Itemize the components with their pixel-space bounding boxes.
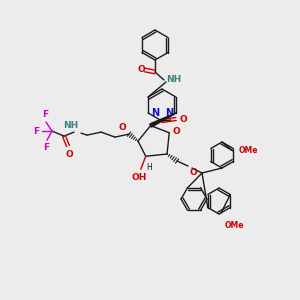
Text: N: N xyxy=(165,108,173,118)
Text: F: F xyxy=(42,110,48,119)
Text: OMe: OMe xyxy=(239,146,259,154)
Text: O: O xyxy=(189,168,197,177)
Text: NH: NH xyxy=(166,74,181,83)
Text: H: H xyxy=(147,163,152,172)
Text: O: O xyxy=(118,123,126,132)
Polygon shape xyxy=(150,113,176,127)
Text: O: O xyxy=(65,150,73,159)
Text: F: F xyxy=(43,143,49,152)
Text: F: F xyxy=(33,127,39,136)
Text: O: O xyxy=(137,65,145,74)
Text: N: N xyxy=(151,108,159,118)
Text: O: O xyxy=(172,127,180,136)
Text: OMe: OMe xyxy=(225,221,244,230)
Text: OH: OH xyxy=(131,173,146,182)
Text: NH: NH xyxy=(63,121,78,130)
Text: O: O xyxy=(180,115,188,124)
